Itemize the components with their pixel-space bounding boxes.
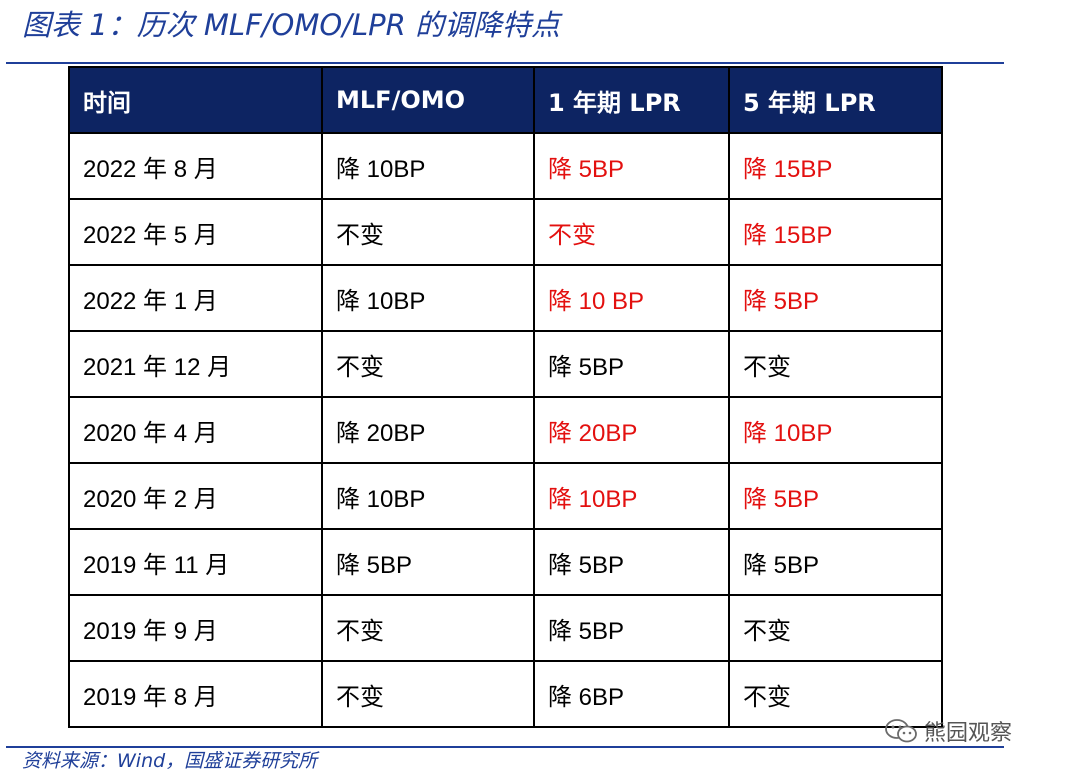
table-row: 2019 年 11 月 降 5BP 降 5BP 降 5BP [68,528,943,596]
cell-date: 2022 年 5 月 [68,198,323,266]
cell-lpr-5y: 降 5BP [728,528,943,596]
cell-lpr-5y: 降 5BP [728,264,943,332]
rate-cut-table: 时间 MLF/OMO 1 年期 LPR 5 年期 LPR 2022 年 8 月 … [68,66,943,728]
table-row: 2022 年 5 月 不变 不变 降 15BP [68,198,943,266]
cell-lpr-5y: 降 15BP [728,132,943,200]
header-lpr-5y: 5 年期 LPR [728,66,943,134]
cell-lpr-5y: 不变 [728,660,943,728]
watermark: 熊园观察 [884,716,1012,746]
figure-title: 图表 1：历次 MLF/OMO/LPR 的调降特点 [22,8,560,42]
cell-mlf-omo: 降 20BP [321,396,535,464]
cell-date: 2020 年 2 月 [68,462,323,530]
cell-lpr-1y: 不变 [533,198,730,266]
cell-mlf-omo: 不变 [321,660,535,728]
cell-date: 2020 年 4 月 [68,396,323,464]
cell-lpr-1y: 降 5BP [533,594,730,662]
cell-lpr-5y: 降 15BP [728,198,943,266]
watermark-text: 熊园观察 [924,721,1013,746]
cell-lpr-1y: 降 5BP [533,330,730,398]
cell-lpr-5y: 降 5BP [728,462,943,530]
cell-lpr-1y: 降 10 BP [533,264,730,332]
cell-date: 2019 年 8 月 [68,660,323,728]
cell-lpr-5y: 不变 [728,330,943,398]
cell-date: 2022 年 1 月 [68,264,323,332]
cell-lpr-1y: 降 5BP [533,528,730,596]
cell-mlf-omo: 降 5BP [321,528,535,596]
cell-mlf-omo: 降 10BP [321,462,535,530]
cell-mlf-omo: 不变 [321,330,535,398]
cell-date: 2019 年 11 月 [68,528,323,596]
cell-mlf-omo: 不变 [321,198,535,266]
header-date: 时间 [68,66,323,134]
cell-lpr-5y: 降 10BP [728,396,943,464]
cell-date: 2019 年 9 月 [68,594,323,662]
table-row: 2019 年 8 月 不变 降 6BP 不变 [68,660,943,728]
cell-date: 2022 年 8 月 [68,132,323,200]
table-row: 2019 年 9 月 不变 降 5BP 不变 [68,594,943,662]
cell-lpr-1y: 降 20BP [533,396,730,464]
cell-lpr-5y: 不变 [728,594,943,662]
source-note: 资料来源：Wind，国盛证券研究所 [22,750,318,772]
header-mlf-omo: MLF/OMO [321,66,535,134]
wechat-icon [885,719,917,743]
table-row: 2020 年 4 月 降 20BP 降 20BP 降 10BP [68,396,943,464]
cell-date: 2021 年 12 月 [68,330,323,398]
source-rule [6,746,1004,748]
cell-lpr-1y: 降 10BP [533,462,730,530]
table-row: 2021 年 12 月 不变 降 5BP 不变 [68,330,943,398]
cell-mlf-omo: 不变 [321,594,535,662]
table-row: 2022 年 1 月 降 10BP 降 10 BP 降 5BP [68,264,943,332]
cell-lpr-1y: 降 5BP [533,132,730,200]
cell-lpr-1y: 降 6BP [533,660,730,728]
table-row: 2022 年 8 月 降 10BP 降 5BP 降 15BP [68,132,943,200]
table-row: 2020 年 2 月 降 10BP 降 10BP 降 5BP [68,462,943,530]
header-lpr-1y: 1 年期 LPR [533,66,730,134]
title-rule [6,62,1004,64]
table-header-row: 时间 MLF/OMO 1 年期 LPR 5 年期 LPR [68,66,943,134]
cell-mlf-omo: 降 10BP [321,264,535,332]
cell-mlf-omo: 降 10BP [321,132,535,200]
